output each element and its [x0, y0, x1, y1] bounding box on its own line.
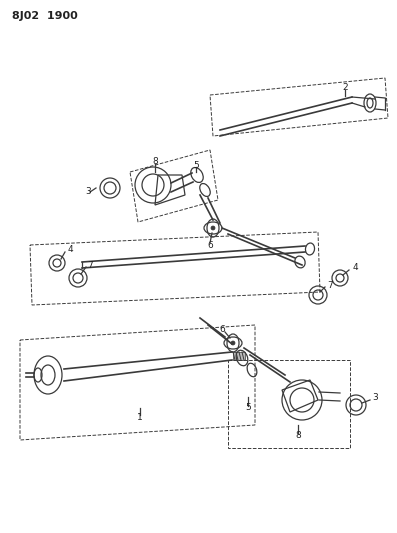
Text: 4: 4	[352, 263, 358, 272]
Circle shape	[231, 341, 235, 345]
Text: 8J02  1900: 8J02 1900	[12, 11, 78, 21]
Text: 3: 3	[372, 393, 378, 402]
Text: 1: 1	[137, 414, 143, 423]
Text: 3: 3	[85, 188, 91, 197]
Text: 7: 7	[87, 261, 93, 270]
Circle shape	[211, 226, 215, 230]
Text: 7: 7	[327, 280, 333, 289]
Bar	[233, 352, 245, 360]
Text: 4: 4	[67, 246, 73, 254]
Text: 8: 8	[295, 431, 301, 440]
Text: 5: 5	[245, 403, 251, 413]
Text: 5: 5	[193, 160, 199, 169]
Text: 6: 6	[207, 240, 213, 249]
Text: 8: 8	[152, 157, 158, 166]
Text: 6: 6	[219, 326, 225, 335]
Text: 2: 2	[342, 84, 348, 93]
